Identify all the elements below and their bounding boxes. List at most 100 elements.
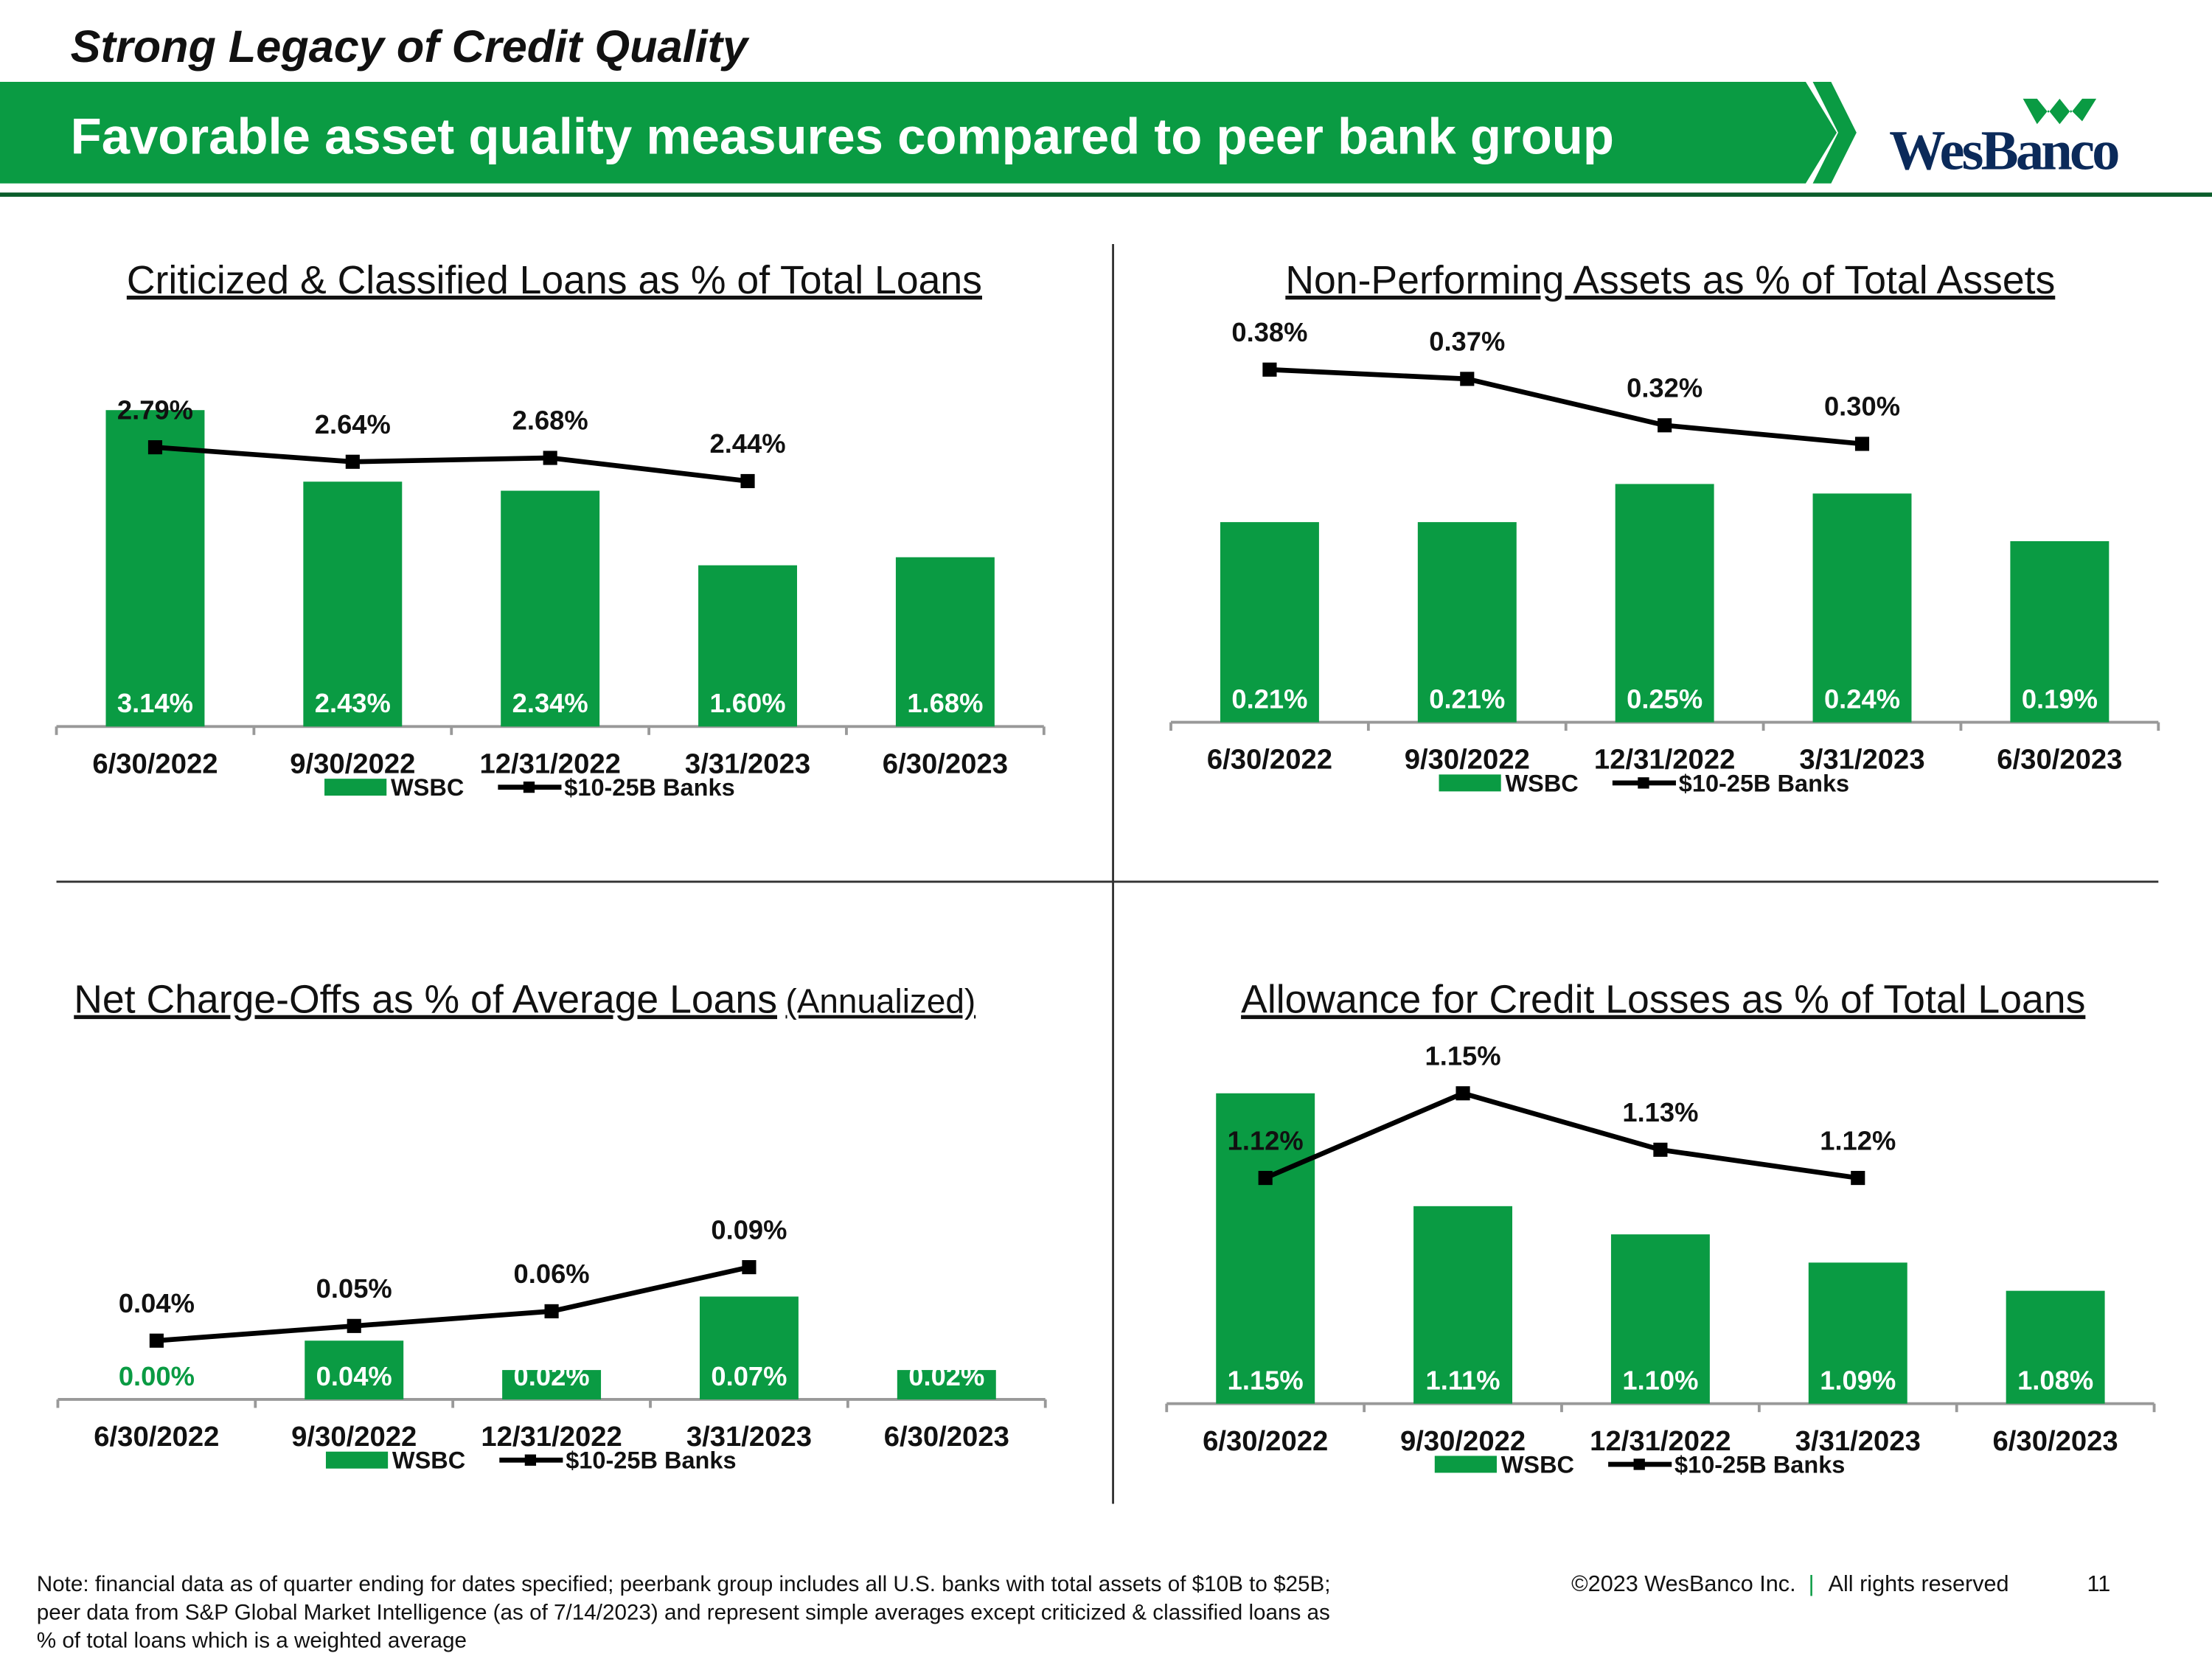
bar [1220,522,1319,723]
legend-label: WSBC [1505,770,1578,796]
x-tick-label: 6/30/2022 [94,1421,219,1453]
legend-label: $10-25B Banks [1679,770,1849,796]
bar-label: 0.19% [2022,684,2098,714]
x-tick-label: 3/31/2023 [1795,1425,1921,1457]
line-label: 0.37% [1429,327,1505,357]
x-tick-label: 6/30/2022 [92,748,218,779]
line-marker [345,454,360,469]
line-marker [1658,418,1672,433]
bar [699,1296,799,1399]
line-label: 0.30% [1824,392,1900,422]
line-label: 2.44% [709,428,785,459]
line-label: 0.05% [316,1273,392,1304]
bar-label: 1.60% [709,688,785,718]
x-tick-label: 3/31/2023 [1799,744,1924,776]
bar-label: 1.11% [1426,1366,1500,1396]
page-title: Favorable asset quality measures compare… [71,108,1614,165]
bar-label: 0.21% [1429,684,1505,714]
line-label: 0.04% [119,1288,195,1318]
line-label: 0.32% [1627,373,1703,403]
line-marker [544,1304,559,1318]
chevron [1812,81,1857,184]
bar [1615,484,1714,723]
line-marker [1262,362,1277,377]
note: Note: financial data as of quarter endin… [37,1572,1331,1596]
section-title: Strong Legacy of Credit Quality [71,21,750,72]
line-marker [1455,1086,1470,1101]
x-tick-label: 3/31/2023 [685,748,810,779]
bar-label: 0.07% [711,1361,787,1391]
chart-title: Allowance for Credit Losses as % of Tota… [1241,978,2085,1022]
x-tick-label: 9/30/2022 [291,1421,417,1453]
line [155,445,748,484]
x-tick-label: 3/31/2023 [686,1421,812,1453]
bar [2010,540,2110,723]
line-marker [147,440,163,455]
chart-title: Criticized & Classified Loans as % of To… [127,259,982,302]
bar [502,1370,602,1399]
x-tick-label: 6/30/2023 [1997,744,2122,776]
legend-marker [1638,777,1649,789]
line-marker [1460,372,1475,386]
line-label: 0.38% [1231,317,1307,347]
legend-swatch [325,1451,389,1469]
bar [1808,1262,1907,1404]
legend-label: WSBC [1501,1451,1574,1478]
bar [1417,522,1517,723]
bar [1812,493,1912,723]
legend-swatch [324,779,387,796]
bar [1413,1206,1513,1404]
bar [303,481,403,727]
line-marker [742,1260,757,1275]
line-label: 1.12% [1820,1125,1896,1155]
chart-title: Non-Performing Assets as % of Total Asse… [1285,259,2055,302]
bar-label: 1.10% [1622,1366,1698,1396]
legend-label: $10-25B Banks [564,774,734,801]
bar-label: 0.24% [1824,684,1900,714]
line-label: 0.06% [514,1259,590,1289]
bar-label: 3.14% [117,688,193,718]
line [1269,366,1863,447]
line-label: 1.15% [1425,1041,1501,1071]
bar [1610,1234,1710,1404]
line-label: 2.64% [315,409,391,439]
separator: | [1809,1571,1815,1596]
x-tick-label: 12/31/2022 [1590,1425,1731,1457]
legend-label: WSBC [391,774,464,801]
x-tick-label: 9/30/2022 [290,748,415,779]
legend-marker [524,1454,537,1466]
bar-label: 0.00% [119,1361,195,1391]
line-marker [740,473,755,489]
note: peer data from S&P Global Market Intelli… [37,1600,1330,1624]
bar [1216,1093,1315,1404]
line-marker [1851,1171,1865,1186]
bar [895,557,995,727]
line [156,1265,750,1343]
bar-label: 0.02% [908,1361,984,1391]
line-label: 1.12% [1228,1125,1304,1155]
x-tick-label: 6/30/2023 [1993,1425,2118,1457]
bar-label: 1.68% [907,688,983,718]
bar-label: 2.43% [315,688,391,718]
x-tick-label: 6/30/2022 [1203,1425,1328,1457]
line-label: 2.68% [512,406,588,436]
legend-marker [1633,1458,1645,1470]
bar-label: 0.02% [514,1361,590,1391]
x-tick-label: 6/30/2023 [884,1421,1009,1453]
line-marker [543,451,557,465]
bar [501,490,600,727]
bar-label: 1.15% [1228,1366,1304,1396]
x-tick-label: 6/30/2023 [883,748,1008,779]
x-tick-label: 12/31/2022 [1594,744,1735,776]
line-marker [1258,1171,1273,1186]
note: % of total loans which is a weighted ave… [37,1629,467,1653]
x-tick-label: 12/31/2022 [479,748,620,779]
line-marker [1653,1142,1668,1157]
chart-title: Net Charge-Offs as % of Average Loans (An… [74,978,975,1022]
rights: All rights reserved [1829,1571,2009,1596]
bar [897,1370,996,1399]
x-tick-label: 6/30/2022 [1207,744,1332,776]
line-marker [347,1318,361,1333]
legend-swatch [1434,1455,1497,1473]
legend-swatch [1439,774,1501,792]
